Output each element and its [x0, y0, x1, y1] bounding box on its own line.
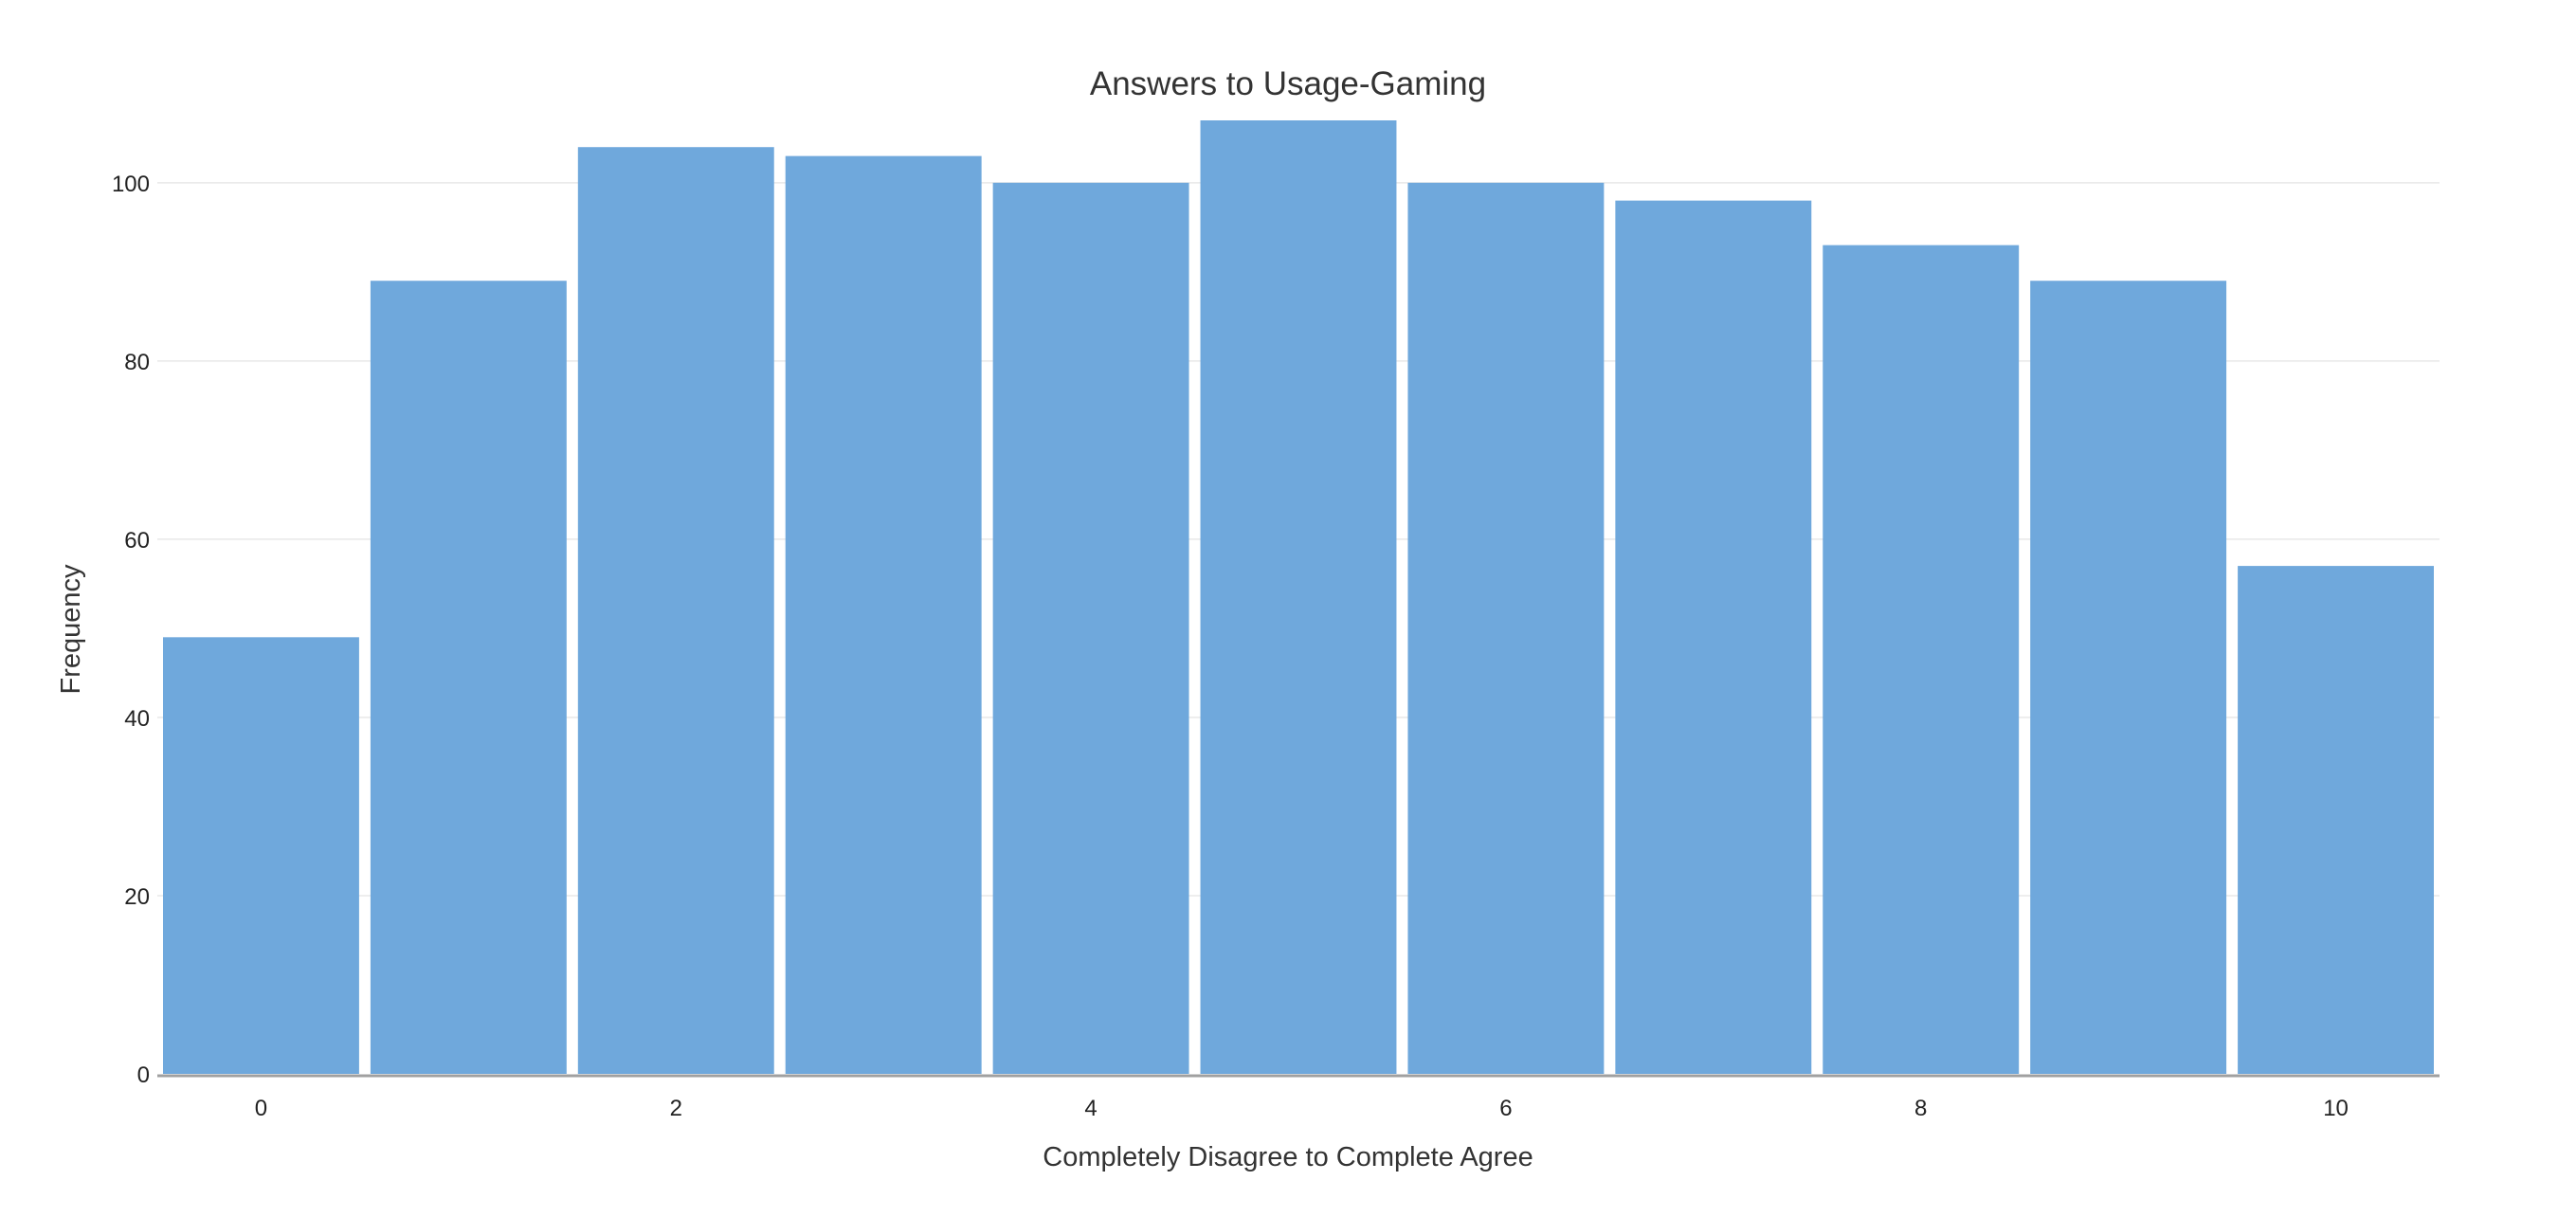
y-axis-title: Frequency: [56, 564, 86, 695]
chart-title: Answers to Usage-Gaming: [1090, 65, 1486, 102]
y-tick-label: 20: [124, 884, 150, 910]
y-tick-label: 40: [124, 706, 150, 732]
y-tick-label: 100: [112, 172, 150, 197]
y-tick-label: 0: [137, 1063, 150, 1088]
y-axis-ticks: 0 20 40 60 80 100: [112, 172, 150, 1088]
x-tick-label: 8: [1914, 1096, 1927, 1121]
bar-8[interactable]: [1823, 245, 2020, 1075]
y-tick-label: 60: [124, 528, 150, 554]
bar-2[interactable]: [577, 147, 774, 1074]
x-axis-ticks: 0 2 4 6 8 10: [255, 1096, 2349, 1121]
bars: [163, 120, 2434, 1075]
x-tick-label: 6: [1499, 1096, 1512, 1121]
bar-4[interactable]: [992, 182, 1189, 1075]
x-tick-label: 10: [2323, 1096, 2349, 1121]
bar-3[interactable]: [785, 155, 982, 1074]
bar-10[interactable]: [2238, 566, 2434, 1074]
bar-1[interactable]: [370, 281, 567, 1074]
x-axis-title: Completely Disagree to Complete Agree: [1043, 1142, 1533, 1172]
x-tick-label: 2: [670, 1096, 682, 1121]
x-tick-label: 4: [1084, 1096, 1097, 1121]
bar-6[interactable]: [1407, 182, 1605, 1075]
bar-0[interactable]: [163, 637, 359, 1074]
bar-5[interactable]: [1200, 120, 1397, 1075]
x-tick-label: 0: [255, 1096, 267, 1121]
bar-9[interactable]: [2030, 281, 2227, 1074]
y-tick-label: 80: [124, 350, 150, 375]
bar-7[interactable]: [1615, 200, 1812, 1074]
